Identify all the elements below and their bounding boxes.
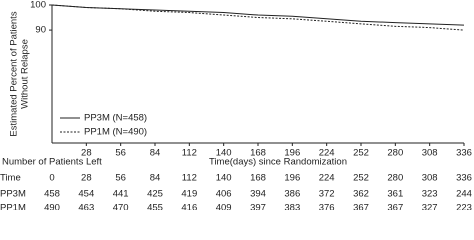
table-cell: 252 bbox=[353, 173, 369, 184]
table-cell: 470 bbox=[113, 203, 129, 210]
x-tick-label: 140 bbox=[216, 148, 232, 159]
table-cell: 0 bbox=[49, 173, 54, 184]
x-tick-label: 308 bbox=[422, 148, 438, 159]
table-cell: 383 bbox=[284, 203, 300, 210]
page: {"chart_data": {"type": "line", "ylabel"… bbox=[0, 0, 472, 210]
survival-curve bbox=[51, 4, 465, 31]
y-axis-label: Estimated Percent of Patients bbox=[9, 11, 20, 136]
table-cell: 425 bbox=[147, 189, 163, 200]
x-tick-label: 168 bbox=[250, 148, 266, 159]
table-cell: 367 bbox=[387, 203, 403, 210]
table-cell: 327 bbox=[422, 203, 438, 210]
table-cell: 372 bbox=[319, 189, 335, 200]
x-tick-label: 252 bbox=[353, 148, 369, 159]
y-tick-label: 90 bbox=[35, 25, 46, 36]
x-tick-label: 112 bbox=[182, 148, 197, 159]
table-cell: 28 bbox=[81, 173, 92, 184]
table-cell: 224 bbox=[319, 173, 335, 184]
table-cell: 458 bbox=[44, 189, 60, 200]
y-axis-label: Without Relapse bbox=[20, 39, 31, 109]
table-cell: 244 bbox=[456, 189, 472, 200]
table-cell: 376 bbox=[319, 203, 335, 210]
x-tick-label: 28 bbox=[81, 148, 92, 159]
survival-curve bbox=[51, 4, 465, 26]
table-cell: 490 bbox=[44, 203, 60, 210]
legend-label: PP1M (N=490) bbox=[84, 127, 147, 138]
x-tick-label: 196 bbox=[284, 148, 300, 159]
row-label: Time bbox=[0, 173, 21, 184]
table-cell: 196 bbox=[284, 173, 300, 184]
table-cell: 406 bbox=[216, 189, 232, 200]
table-cell: 441 bbox=[113, 189, 129, 200]
table-cell: 419 bbox=[181, 189, 197, 200]
table-cell: 409 bbox=[216, 203, 232, 210]
row-label: PP1M bbox=[0, 203, 26, 210]
table-cell: 386 bbox=[284, 189, 300, 200]
table-cell: 280 bbox=[387, 173, 403, 184]
table-cell: 323 bbox=[422, 189, 438, 200]
x-tick-label: 280 bbox=[387, 148, 403, 159]
x-tick-label: 84 bbox=[150, 148, 161, 159]
table-title: Number of Patients Left bbox=[2, 157, 102, 168]
x-tick-label: 336 bbox=[456, 148, 472, 159]
table-cell: 416 bbox=[181, 203, 197, 210]
x-tick-label: 224 bbox=[319, 148, 335, 159]
table-cell: 336 bbox=[456, 173, 472, 184]
table-cell: 397 bbox=[250, 203, 266, 210]
table-cell: 367 bbox=[353, 203, 369, 210]
y-tick-label: 100 bbox=[30, 0, 46, 11]
table-cell: 223 bbox=[456, 203, 472, 210]
legend-label: PP3M (N=458) bbox=[84, 113, 147, 124]
table-cell: 84 bbox=[150, 173, 161, 184]
row-label: PP3M bbox=[0, 189, 26, 200]
table-cell: 361 bbox=[387, 189, 403, 200]
table-cell: 454 bbox=[78, 189, 94, 200]
x-axis-label: Time(days) since Randomization bbox=[209, 157, 347, 168]
table-cell: 308 bbox=[422, 173, 438, 184]
table-cell: 455 bbox=[147, 203, 163, 210]
table-cell: 140 bbox=[216, 173, 232, 184]
x-tick-label: 56 bbox=[115, 148, 126, 159]
table-cell: 463 bbox=[78, 203, 94, 210]
table-cell: 112 bbox=[182, 173, 197, 184]
table-cell: 56 bbox=[115, 173, 126, 184]
table-cell: 362 bbox=[353, 189, 369, 200]
table-cell: 394 bbox=[250, 189, 266, 200]
table-cell: 168 bbox=[250, 173, 266, 184]
